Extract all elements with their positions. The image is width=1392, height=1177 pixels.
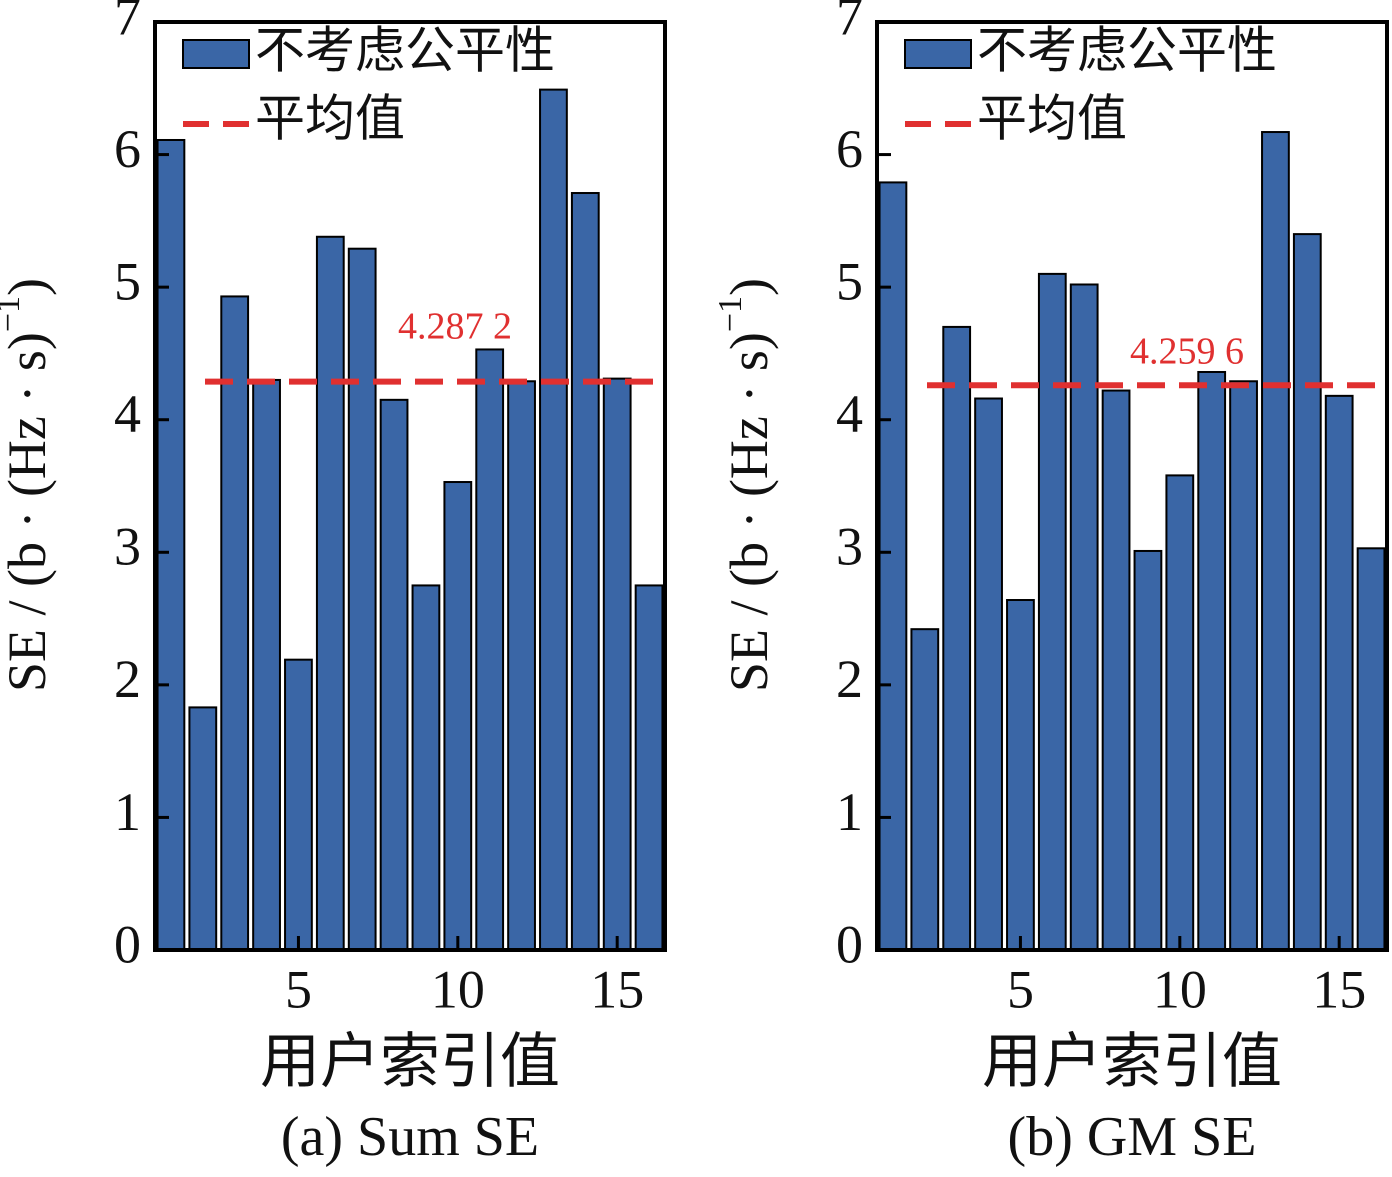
- bar: [284, 658, 313, 951]
- caption: (b) GM SE: [1008, 1106, 1257, 1168]
- bar: [1006, 599, 1035, 951]
- y-axis-label: SE / (b · (Hz · s)−1): [0, 278, 57, 692]
- bar: [188, 706, 218, 951]
- bar: [379, 398, 409, 952]
- y-tick-label: 0: [114, 914, 141, 974]
- bar: [443, 481, 473, 951]
- y-tick-label: 6: [114, 119, 141, 179]
- y-tick-label: 5: [836, 252, 863, 312]
- bar: [1101, 389, 1131, 951]
- y-label-end: ): [0, 278, 57, 296]
- legend-label: 平均值: [255, 90, 405, 146]
- plot-frame: [153, 20, 667, 952]
- y-tick-label: 1: [836, 782, 863, 842]
- legend-swatch: [904, 39, 972, 69]
- mean-label: 4.259 6: [1130, 331, 1244, 373]
- bar: [220, 295, 250, 951]
- bar: [315, 235, 345, 952]
- bar: [878, 181, 908, 951]
- y-label-main: SE / (b · (Hz · s): [719, 332, 779, 692]
- x-tick-label: 10: [1153, 959, 1207, 1019]
- caption: (a) Sum SE: [281, 1106, 539, 1168]
- bar: [347, 247, 377, 951]
- legend-label: 平均值: [977, 90, 1127, 146]
- x-tick-label: 15: [590, 959, 644, 1019]
- x-tick-label: 15: [1312, 959, 1366, 1019]
- mean-label: 4.287 2: [398, 306, 512, 348]
- bar: [411, 584, 441, 952]
- bar: [602, 377, 632, 952]
- bar: [1133, 549, 1163, 952]
- y-label-end: ): [719, 278, 779, 296]
- legend-label: 不考虑公平性: [977, 22, 1277, 78]
- y-label-sup: −1: [712, 296, 749, 332]
- bar: [507, 380, 536, 952]
- y-tick-label: 4: [114, 384, 141, 444]
- x-tick-label: 10: [431, 959, 485, 1019]
- y-tick-label: 2: [836, 649, 863, 709]
- bar: [1197, 370, 1227, 951]
- x-axis-label: 用户索引值: [982, 1029, 1282, 1095]
- y-tick-label: 7: [114, 0, 141, 46]
- bar: [539, 88, 568, 951]
- x-tick-label: 5: [285, 959, 312, 1019]
- y-tick-label: 3: [836, 517, 863, 577]
- y-tick-label: 6: [836, 119, 863, 179]
- bar: [910, 628, 940, 951]
- y-label-sup: −1: [0, 296, 27, 332]
- y-axis-label: SE / (b · (Hz · s)−1): [712, 278, 780, 692]
- y-label-main: SE / (b · (Hz · s): [0, 332, 57, 692]
- bar: [252, 378, 281, 951]
- bar: [475, 348, 505, 951]
- y-tick-label: 3: [114, 517, 141, 577]
- bar: [1292, 233, 1322, 952]
- bar: [1356, 547, 1386, 952]
- bar: [1261, 131, 1290, 951]
- legend-label: 不考虑公平性: [255, 22, 555, 78]
- bar: [942, 325, 972, 951]
- bar: [156, 138, 186, 951]
- y-tick-label: 7: [836, 0, 863, 46]
- bar: [1037, 272, 1067, 951]
- bar: [1324, 394, 1354, 951]
- y-tick-label: 4: [836, 384, 863, 444]
- bar: [1229, 380, 1258, 952]
- bar: [634, 584, 664, 952]
- bar: [1165, 474, 1195, 951]
- x-axis-label: 用户索引值: [260, 1029, 560, 1095]
- legend-swatch: [182, 39, 250, 69]
- y-tick-label: 1: [114, 782, 141, 842]
- y-tick-label: 0: [836, 914, 863, 974]
- x-tick-label: 5: [1007, 959, 1034, 1019]
- bar: [570, 192, 600, 951]
- bar: [974, 397, 1003, 951]
- plot-frame: [875, 20, 1389, 952]
- y-tick-label: 2: [114, 649, 141, 709]
- y-tick-label: 5: [114, 252, 141, 312]
